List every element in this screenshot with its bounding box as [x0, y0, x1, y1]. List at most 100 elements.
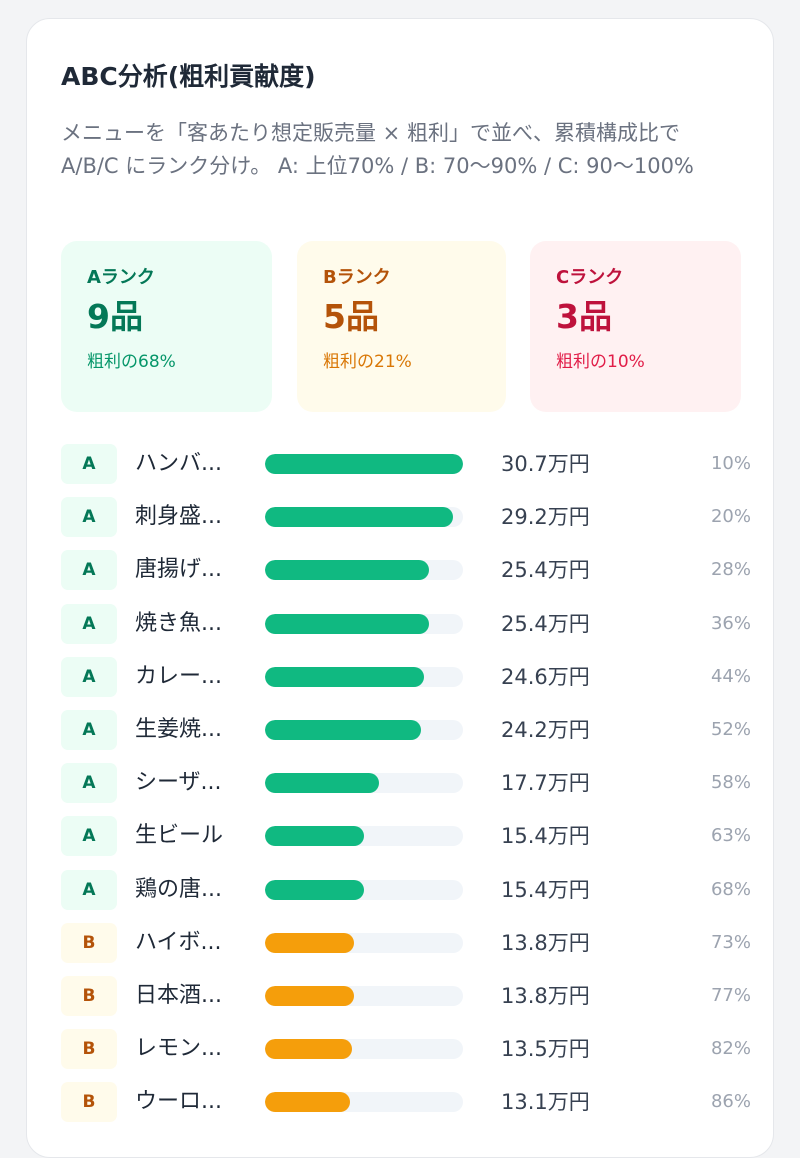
cumulative-share: 20% — [710, 506, 751, 528]
rank-b-summary: Bランク 5品 粗利の21% — [297, 241, 506, 412]
rank-badge: A — [61, 656, 117, 697]
gross-profit-value: 15.4万円 — [501, 824, 590, 849]
rank-badge: A — [61, 763, 117, 804]
contribution-bar-fill — [265, 826, 365, 847]
contribution-bar-fill — [265, 719, 422, 740]
list-item[interactable]: A 焼き魚... 25.4万円 36% — [61, 603, 751, 657]
abc-analysis-card: ABC分析(粗利貢献度) メニューを「客あたり想定販売量 × 粗利」で並べ、累積… — [26, 18, 774, 1158]
item-name: 唐揚げ... — [135, 557, 222, 583]
list-item[interactable]: A カレー... 24.6万円 44% — [61, 656, 751, 710]
contribution-bar-track — [265, 773, 463, 794]
item-name: カレー... — [135, 663, 222, 689]
cumulative-share: 77% — [710, 984, 751, 1006]
gross-profit-value: 13.5万円 — [501, 1037, 590, 1062]
rank-badge: B — [61, 922, 117, 963]
list-item[interactable]: A 生姜焼... 24.2万円 52% — [61, 709, 751, 763]
list-item[interactable]: A 鶏の唐... 15.4万円 68% — [61, 869, 751, 923]
item-name: 鶏の唐... — [135, 876, 222, 902]
list-item[interactable]: A 生ビール 15.4万円 63% — [61, 816, 751, 869]
cumulative-share: 44% — [710, 665, 751, 687]
item-name: ハンバ... — [135, 451, 222, 476]
cumulative-share: 86% — [710, 1091, 751, 1113]
gross-profit-value: 13.8万円 — [501, 983, 590, 1008]
rank-a-share: 粗利の68% — [87, 352, 176, 372]
rank-b-share: 粗利の21% — [323, 352, 412, 372]
rank-badge: A — [61, 444, 117, 484]
contribution-bar-fill — [265, 454, 463, 474]
rank-b-label: Bランク — [323, 267, 391, 288]
gross-profit-value: 13.1万円 — [501, 1090, 590, 1115]
menu-item-list: A ハンバ... 30.7万円 10% A 刺身盛... 29.2万円 20% A 唐揚げ... 2… — [61, 444, 751, 1135]
rank-c-label: Cランク — [556, 267, 624, 288]
gross-profit-value: 17.7万円 — [501, 771, 590, 796]
gross-profit-value: 24.2万円 — [501, 717, 590, 742]
gross-profit-value: 25.4万円 — [501, 558, 590, 583]
list-item[interactable]: B レモン... 13.5万円 82% — [61, 1029, 751, 1082]
cumulative-share: 52% — [710, 718, 751, 740]
item-name: 刺身盛... — [135, 504, 222, 530]
contribution-bar-track — [265, 454, 463, 474]
rank-badge: A — [61, 497, 117, 538]
item-name: レモン... — [135, 1036, 222, 1062]
contribution-bar-track — [265, 1039, 463, 1060]
contribution-bar-fill — [265, 1092, 350, 1113]
contribution-bar-fill — [265, 560, 429, 581]
contribution-bar-fill — [265, 666, 424, 687]
contribution-bar-track — [265, 826, 463, 847]
contribution-bar-track — [265, 560, 463, 581]
contribution-bar-track — [265, 985, 463, 1006]
gross-profit-value: 13.8万円 — [501, 930, 590, 955]
contribution-bar-fill — [265, 985, 355, 1006]
cumulative-share: 82% — [710, 1038, 751, 1060]
list-item[interactable]: A 唐揚げ... 25.4万円 28% — [61, 550, 751, 603]
card-description: メニューを「客あたり想定販売量 × 粗利」で並べ、累積構成比で A/B/C にラ… — [61, 121, 694, 178]
list-item[interactable]: B ハイボ... 13.8万円 73% — [61, 922, 751, 976]
rank-badge: A — [61, 709, 117, 750]
rank-badge: A — [61, 869, 117, 910]
contribution-bar-track — [265, 613, 463, 634]
rank-c-summary: Cランク 3品 粗利の10% — [530, 241, 741, 412]
contribution-bar-track — [265, 507, 463, 528]
list-item[interactable]: A 刺身盛... 29.2万円 20% — [61, 497, 751, 550]
contribution-bar-fill — [265, 613, 429, 634]
list-item[interactable]: A ハンバ... 30.7万円 10% — [61, 444, 751, 497]
item-name: ハイボ... — [135, 929, 222, 955]
item-name: 生ビール — [135, 823, 224, 849]
list-item[interactable]: B ウーロ... 13.1万円 86% — [61, 1082, 751, 1135]
item-name: シーザ... — [135, 770, 222, 796]
cumulative-share: 58% — [710, 772, 751, 794]
gross-profit-value: 15.4万円 — [501, 877, 590, 902]
cumulative-share: 10% — [710, 453, 751, 474]
cumulative-share: 36% — [710, 612, 751, 634]
gross-profit-value: 30.7万円 — [501, 452, 590, 476]
item-name: 日本酒... — [135, 982, 222, 1008]
contribution-bar-fill — [265, 1039, 353, 1060]
list-item[interactable]: B 日本酒... 13.8万円 77% — [61, 975, 751, 1029]
rank-badge: B — [61, 1082, 117, 1123]
rank-badge: A — [61, 603, 117, 644]
rank-a-label: Aランク — [87, 267, 155, 288]
rank-c-share: 粗利の10% — [556, 352, 645, 372]
contribution-bar-track — [265, 719, 463, 740]
cumulative-share: 28% — [710, 559, 751, 581]
rank-badge: B — [61, 1029, 117, 1070]
item-name: ウーロ... — [135, 1089, 222, 1115]
item-name: 焼き魚... — [135, 610, 222, 636]
gross-profit-value: 25.4万円 — [501, 611, 590, 636]
cumulative-share: 73% — [710, 931, 751, 953]
rank-a-count: 9品 — [87, 297, 143, 336]
card-title: ABC分析(粗利貢献度) — [61, 62, 316, 91]
cumulative-share: 63% — [710, 825, 751, 847]
contribution-bar-track — [265, 1092, 463, 1113]
contribution-bar-track — [265, 932, 463, 953]
contribution-bar-fill — [265, 879, 365, 900]
cumulative-share: 68% — [710, 878, 751, 900]
rank-a-summary: Aランク 9品 粗利の68% — [61, 241, 272, 412]
rank-summary: Aランク 9品 粗利の68% Bランク 5品 粗利の21% Cランク 3品 粗利… — [61, 241, 741, 412]
rank-c-count: 3品 — [556, 297, 612, 336]
rank-b-count: 5品 — [323, 297, 379, 336]
gross-profit-value: 29.2万円 — [501, 505, 590, 530]
list-item[interactable]: A シーザ... 17.7万円 58% — [61, 763, 751, 816]
contribution-bar-fill — [265, 507, 454, 528]
rank-badge: A — [61, 550, 117, 591]
